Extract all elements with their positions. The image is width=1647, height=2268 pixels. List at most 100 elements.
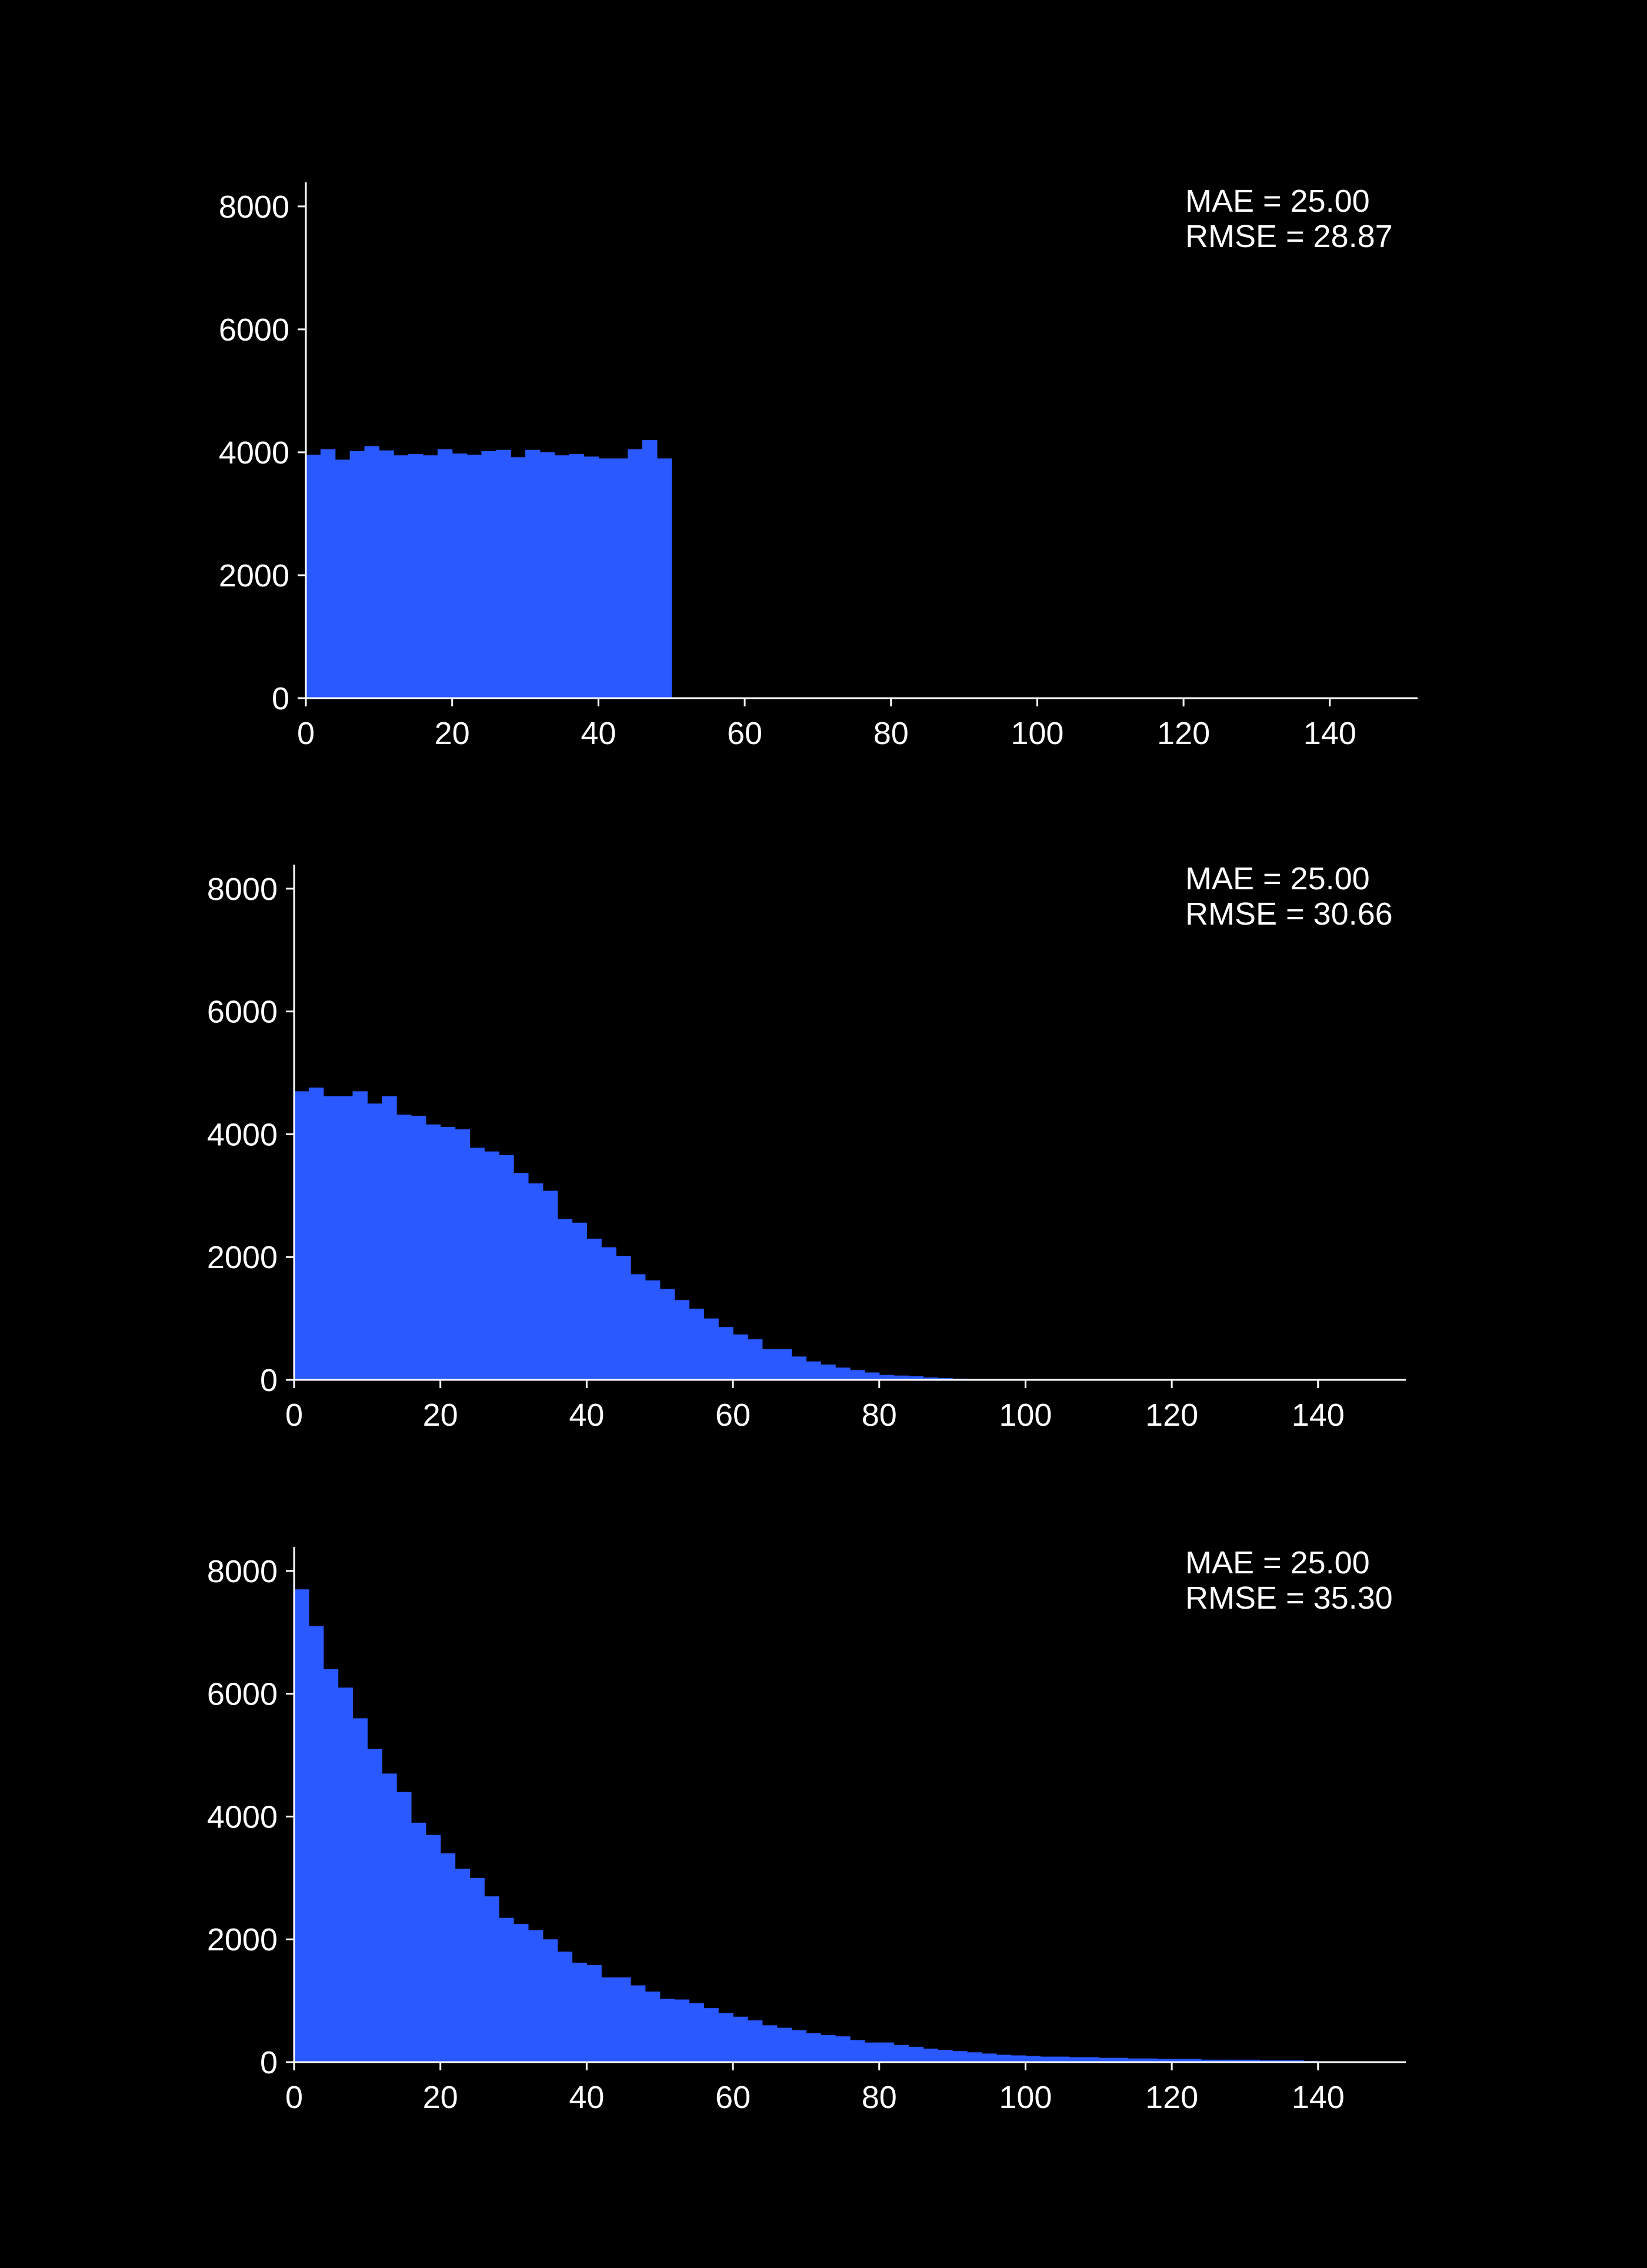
bar-group bbox=[294, 1589, 1319, 2062]
histogram-bar bbox=[806, 2033, 821, 2062]
histogram-bar bbox=[1230, 2059, 1246, 2062]
histogram-bar bbox=[879, 1375, 895, 1380]
histogram-bar bbox=[966, 2052, 982, 2062]
histogram-bar bbox=[1069, 2057, 1085, 2062]
x-tick-label: 20 bbox=[423, 2080, 458, 2115]
histogram-bar bbox=[1025, 2056, 1041, 2062]
histogram-bar bbox=[308, 1626, 324, 2062]
histogram-bar bbox=[1055, 2056, 1070, 2062]
histogram-bar bbox=[452, 453, 468, 698]
histogram-bar bbox=[616, 1256, 631, 1380]
histogram-bar bbox=[394, 455, 409, 698]
histogram-bar bbox=[323, 1669, 339, 2062]
histogram-bar bbox=[367, 1749, 382, 2062]
histogram-bar bbox=[1259, 2060, 1275, 2062]
histogram-bar bbox=[598, 458, 614, 698]
histogram-bar bbox=[484, 1896, 499, 2062]
histogram-bar bbox=[630, 1985, 646, 2062]
histogram-bar bbox=[601, 1247, 616, 1380]
x-tick-label: 20 bbox=[435, 716, 470, 751]
rmse-annotation: RMSE = 28.87 bbox=[1185, 219, 1393, 254]
histogram-bar bbox=[864, 2042, 880, 2062]
histogram-panel-top: 0 2000 4000 6000 8000 0 20 40 60 80 100 120 140 MAE … bbox=[219, 182, 1418, 751]
histogram-bar bbox=[572, 1222, 587, 1380]
histogram-bar bbox=[762, 2025, 778, 2062]
histogram-bar bbox=[1289, 2060, 1304, 2062]
histogram-bar bbox=[791, 1356, 806, 1380]
histogram-bar bbox=[352, 1091, 368, 1380]
histogram-bar bbox=[718, 2013, 734, 2062]
histogram-panel-middle: 0 2000 4000 6000 8000 0 20 40 60 80 100 120 140 MAE … bbox=[207, 861, 1406, 1433]
histogram-bar bbox=[306, 455, 321, 698]
x-tick-label: 40 bbox=[569, 2080, 604, 2115]
y-tick-label: 8000 bbox=[207, 1554, 278, 1589]
histogram-bar bbox=[1098, 2057, 1114, 2062]
x-tick-label: 120 bbox=[1145, 2080, 1198, 2115]
histogram-bar bbox=[335, 459, 351, 698]
x-tick-label: 40 bbox=[581, 716, 616, 751]
histogram-bar bbox=[776, 2027, 792, 2062]
histogram-bar bbox=[718, 1327, 734, 1380]
x-tick-label: 100 bbox=[1011, 716, 1063, 751]
y-tick-label: 6000 bbox=[219, 312, 289, 348]
axes: 0 2000 4000 6000 8000 0 20 40 60 80 100 120 140 bbox=[207, 865, 1406, 1433]
histogram-bar bbox=[557, 1952, 573, 2062]
histogram-bar bbox=[569, 454, 585, 698]
histogram-bar bbox=[584, 456, 599, 698]
y-tick-label: 4000 bbox=[219, 435, 289, 471]
histogram-bar bbox=[323, 1096, 339, 1380]
mae-annotation: MAE = 25.00 bbox=[1185, 1545, 1370, 1580]
axes: 0 2000 4000 6000 8000 0 20 40 60 80 100 120 140 bbox=[207, 1547, 1406, 2115]
histogram-bar bbox=[542, 1190, 558, 1380]
histogram-bar bbox=[440, 1126, 456, 1380]
histogram-bar bbox=[704, 2008, 719, 2062]
histogram-bar bbox=[308, 1088, 324, 1380]
histogram-bar bbox=[850, 2040, 865, 2062]
y-tick-label: 6000 bbox=[207, 995, 278, 1030]
histogram-bar bbox=[923, 2049, 938, 2062]
histogram-bar bbox=[528, 1930, 544, 2062]
histogram-bar bbox=[455, 1869, 471, 2062]
histogram-bar bbox=[747, 2020, 763, 2062]
histogram-bar bbox=[396, 1792, 412, 2062]
histogram-bar bbox=[586, 1238, 602, 1380]
histogram-bar bbox=[952, 2051, 968, 2062]
histogram-bar bbox=[411, 1116, 426, 1380]
histogram-bar bbox=[499, 1917, 514, 2062]
rmse-annotation: RMSE = 30.66 bbox=[1185, 896, 1393, 932]
histogram-bar bbox=[364, 446, 379, 698]
histogram-bar bbox=[791, 2030, 806, 2062]
histogram-bar bbox=[864, 1372, 880, 1380]
histogram-bar bbox=[440, 1853, 456, 2062]
histogram-bar bbox=[776, 1349, 792, 1380]
histogram-bar bbox=[484, 1151, 499, 1380]
histogram-bar bbox=[835, 1368, 851, 1380]
histogram-bar bbox=[938, 1378, 953, 1380]
histogram-bar bbox=[981, 2053, 997, 2062]
histogram-bar bbox=[674, 1300, 690, 1380]
x-tick-label: 120 bbox=[1157, 716, 1210, 751]
x-tick-label: 60 bbox=[715, 1398, 751, 1433]
histogram-bar bbox=[437, 449, 453, 698]
histogram-bar bbox=[733, 1334, 748, 1380]
histogram-bar bbox=[893, 1375, 909, 1380]
histogram-bar bbox=[704, 1318, 719, 1380]
x-tick-label: 100 bbox=[999, 2080, 1052, 2115]
y-tick-label: 0 bbox=[260, 2045, 278, 2080]
histogram-bar bbox=[496, 449, 511, 698]
histogram-bar bbox=[879, 2042, 895, 2062]
y-tick-label: 2000 bbox=[207, 1240, 278, 1275]
histogram-bar bbox=[481, 451, 496, 698]
axes: 0 2000 4000 6000 8000 0 20 40 60 80 100 120 140 bbox=[219, 182, 1418, 751]
histogram-bar bbox=[554, 455, 570, 698]
y-tick-label: 2000 bbox=[219, 558, 289, 593]
histogram-bar bbox=[601, 1977, 616, 2062]
histogram-bar bbox=[674, 1999, 690, 2062]
histogram-bar bbox=[1274, 2060, 1289, 2062]
histogram-bar bbox=[382, 1773, 397, 2062]
histogram-bar bbox=[352, 1718, 368, 2062]
x-tick-label: 140 bbox=[1303, 716, 1356, 751]
histogram-bar bbox=[455, 1129, 471, 1380]
